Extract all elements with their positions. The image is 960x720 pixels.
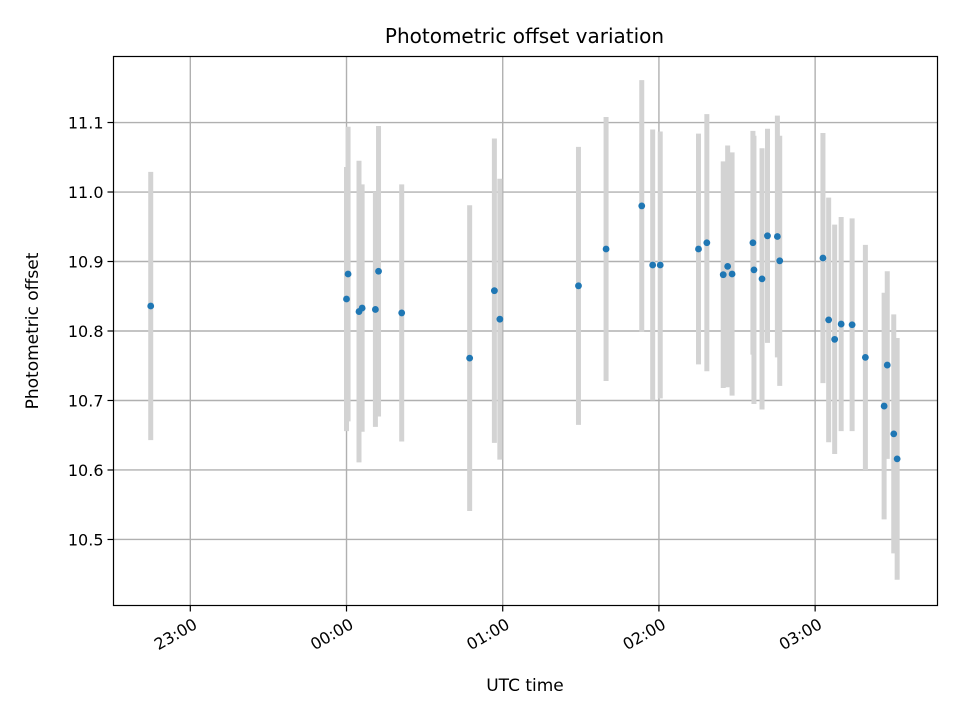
data-point <box>819 254 827 262</box>
data-point <box>490 287 498 295</box>
data-point <box>372 306 379 313</box>
data-point <box>825 316 833 324</box>
data-point <box>358 304 366 312</box>
grid <box>113 56 938 606</box>
data-point <box>703 239 711 247</box>
y-axis-ticks: 10.5 10.6 10.7 10.8 10.9 11.0 11.1 <box>68 114 114 549</box>
data-point <box>466 354 474 362</box>
error-bars <box>148 80 900 580</box>
data-point <box>147 302 155 310</box>
data-point <box>695 245 702 253</box>
y-tick-label: 10.7 <box>68 391 104 410</box>
data-points <box>147 202 901 463</box>
data-point <box>638 202 646 210</box>
data-point <box>724 262 732 270</box>
data-point <box>343 295 350 303</box>
data-point <box>773 233 781 240</box>
x-tick-label: 00:00 <box>307 615 356 655</box>
data-point <box>398 309 406 317</box>
y-tick-label: 11.0 <box>68 183 104 202</box>
data-point <box>883 361 891 369</box>
data-point <box>656 261 664 269</box>
data-point <box>602 245 610 253</box>
data-point <box>719 271 727 279</box>
data-point <box>776 257 784 265</box>
data-point <box>837 320 845 328</box>
y-tick-label: 10.5 <box>68 530 104 549</box>
data-point <box>375 267 382 275</box>
x-axis-label: UTC time <box>486 676 564 696</box>
data-point <box>344 270 352 278</box>
y-axis-label: Photometric offset <box>23 252 43 409</box>
x-tick-label: 03:00 <box>776 615 825 655</box>
data-point <box>893 455 901 463</box>
data-point <box>831 335 839 343</box>
x-tick-label: 01:00 <box>463 615 512 655</box>
x-tick-label: 23:00 <box>151 615 200 655</box>
chart-title: Photometric offset variation <box>385 24 664 48</box>
data-point <box>496 315 504 323</box>
data-point <box>890 430 898 438</box>
data-point <box>750 266 758 274</box>
x-tick-label: 02:00 <box>619 615 668 655</box>
y-tick-label: 10.9 <box>68 253 104 272</box>
data-point <box>649 261 657 269</box>
data-point <box>728 270 736 278</box>
y-tick-label: 10.6 <box>68 461 104 480</box>
data-point <box>758 275 766 283</box>
y-tick-label: 10.8 <box>68 322 104 341</box>
data-point <box>848 321 856 329</box>
data-point <box>749 239 757 247</box>
data-point <box>880 402 888 410</box>
data-point <box>861 354 869 361</box>
y-tick-label: 11.1 <box>68 114 104 133</box>
data-point <box>764 232 771 240</box>
data-point <box>575 282 582 290</box>
x-axis-ticks: 23:00 00:00 01:00 02:00 03:00 <box>151 605 825 655</box>
